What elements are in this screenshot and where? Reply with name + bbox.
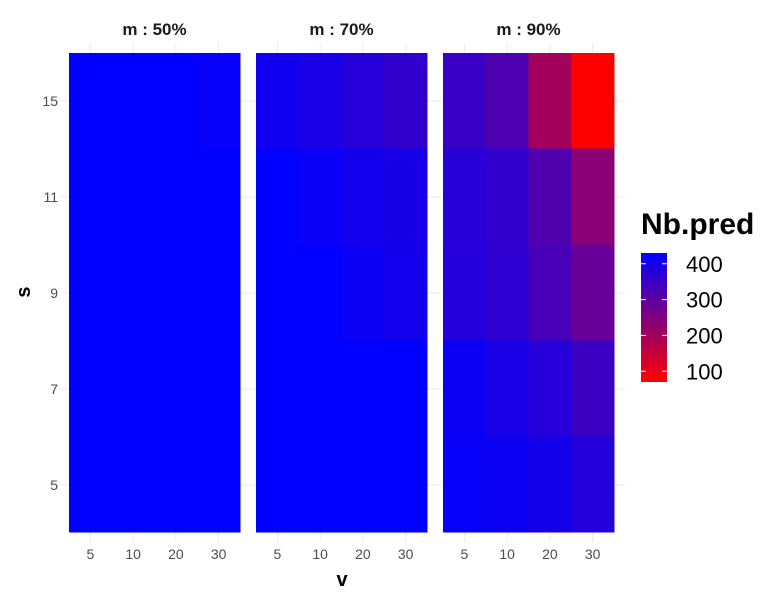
heatmap-cell <box>485 436 529 533</box>
x-tick-label: 10 <box>312 546 328 562</box>
x-tick-label: 20 <box>542 546 558 562</box>
y-tick-label: 7 <box>50 381 58 397</box>
y-axis-title: s <box>13 286 35 297</box>
heatmap-cell <box>197 148 241 245</box>
heatmap-cell <box>197 53 241 149</box>
heatmap-cell <box>69 148 113 245</box>
heatmap-cell <box>528 436 572 533</box>
heatmap-cell <box>111 53 155 149</box>
legend-colorbar <box>641 253 667 382</box>
heatmap-cell <box>341 340 385 437</box>
heatmap-cell <box>341 53 385 149</box>
y-tick-label: 11 <box>43 189 58 205</box>
heatmap-cell <box>298 53 342 149</box>
x-tick-label: 30 <box>585 546 601 562</box>
legend-tick-label: 400 <box>686 252 723 277</box>
heatmap-cell <box>571 244 615 341</box>
heatmap-cell <box>256 436 300 533</box>
heatmap-cell <box>443 244 487 341</box>
heatmap-cell <box>571 436 615 533</box>
heatmap-cell <box>443 53 487 149</box>
heatmap-cell <box>154 148 198 245</box>
heatmap-cell <box>197 340 241 437</box>
heatmap-cell <box>69 436 113 533</box>
heatmap-cell <box>571 340 615 437</box>
x-tick-label: 5 <box>86 546 94 562</box>
heatmap-cell <box>485 340 529 437</box>
heatmap-cell <box>528 148 572 245</box>
heatmap-cell <box>197 436 241 533</box>
heatmap-cell <box>256 148 300 245</box>
y-tick-label: 5 <box>50 477 58 493</box>
heatmap-cell <box>154 244 198 341</box>
heatmap-cell <box>384 436 428 533</box>
heatmap-cell <box>528 340 572 437</box>
heatmap-cell <box>485 244 529 341</box>
strip-layer: m : 50% m : 70% m : 90% <box>122 20 560 39</box>
heatmap-cell <box>298 436 342 533</box>
heatmap-cell <box>571 53 615 149</box>
heatmap-cell <box>197 244 241 341</box>
panel-strip-label: m : 90% <box>496 20 560 39</box>
heatmap-cell <box>384 148 428 245</box>
heatmap-cell <box>443 340 487 437</box>
heatmap-cell <box>69 53 113 149</box>
x-axis-title: v <box>336 569 348 588</box>
heatmap-cell <box>485 148 529 245</box>
x-tick-label: 5 <box>460 546 468 562</box>
legend-tick-label: 200 <box>686 323 723 348</box>
heatmap-cell <box>528 53 572 149</box>
heatmap-cell <box>256 340 300 437</box>
heatmap-cell <box>571 148 615 245</box>
legend-tick-label: 300 <box>686 288 723 313</box>
heatmap-cell <box>111 340 155 437</box>
heatmap-cell <box>111 436 155 533</box>
legend-tick-label: 100 <box>686 359 723 384</box>
heatmap-cell <box>298 244 342 341</box>
heatmap-cell <box>256 53 300 149</box>
heatmap-cell <box>485 53 529 149</box>
x-tick-label: 5 <box>273 546 281 562</box>
heatmap-cell <box>443 148 487 245</box>
x-tick-label: 20 <box>355 546 371 562</box>
heatmap-cell <box>384 340 428 437</box>
y-tick-label: 15 <box>42 93 58 109</box>
x-tick-label: 10 <box>499 546 515 562</box>
heatmap-cell <box>298 340 342 437</box>
x-tick-label: 10 <box>125 546 141 562</box>
heatmap-cell <box>298 148 342 245</box>
legend-title: Nb.pred <box>641 208 754 241</box>
heatmap-cell <box>341 244 385 341</box>
heatmap-cell <box>384 53 428 149</box>
x-tick-label: 30 <box>211 546 227 562</box>
panel-strip-label: m : 70% <box>309 20 373 39</box>
heatmap-cell <box>154 436 198 533</box>
heatmap-cell <box>384 244 428 341</box>
cells-layer <box>69 53 615 533</box>
heatmap-cell <box>69 244 113 341</box>
heatmap-cell <box>341 436 385 533</box>
panel-strip-label: m : 50% <box>122 20 186 39</box>
heatmap-cell <box>154 340 198 437</box>
heatmap-cell <box>256 244 300 341</box>
heatmap-cell <box>111 244 155 341</box>
heatmap-cell <box>528 244 572 341</box>
heatmap-cell <box>341 148 385 245</box>
axes-layer: 5 10 20 30 5 10 20 30 5 10 20 30 5 7 9 11 15 v s <box>13 93 601 591</box>
heatmap-cell <box>443 436 487 533</box>
heatmap-cell <box>69 340 113 437</box>
heatmap-cell <box>111 148 155 245</box>
legend: Nb.pred 400 300 200 100 <box>641 208 754 384</box>
x-tick-label: 20 <box>168 546 184 562</box>
y-tick-label: 9 <box>50 285 58 301</box>
heatmap-cell <box>154 53 198 149</box>
x-tick-label: 30 <box>398 546 414 562</box>
